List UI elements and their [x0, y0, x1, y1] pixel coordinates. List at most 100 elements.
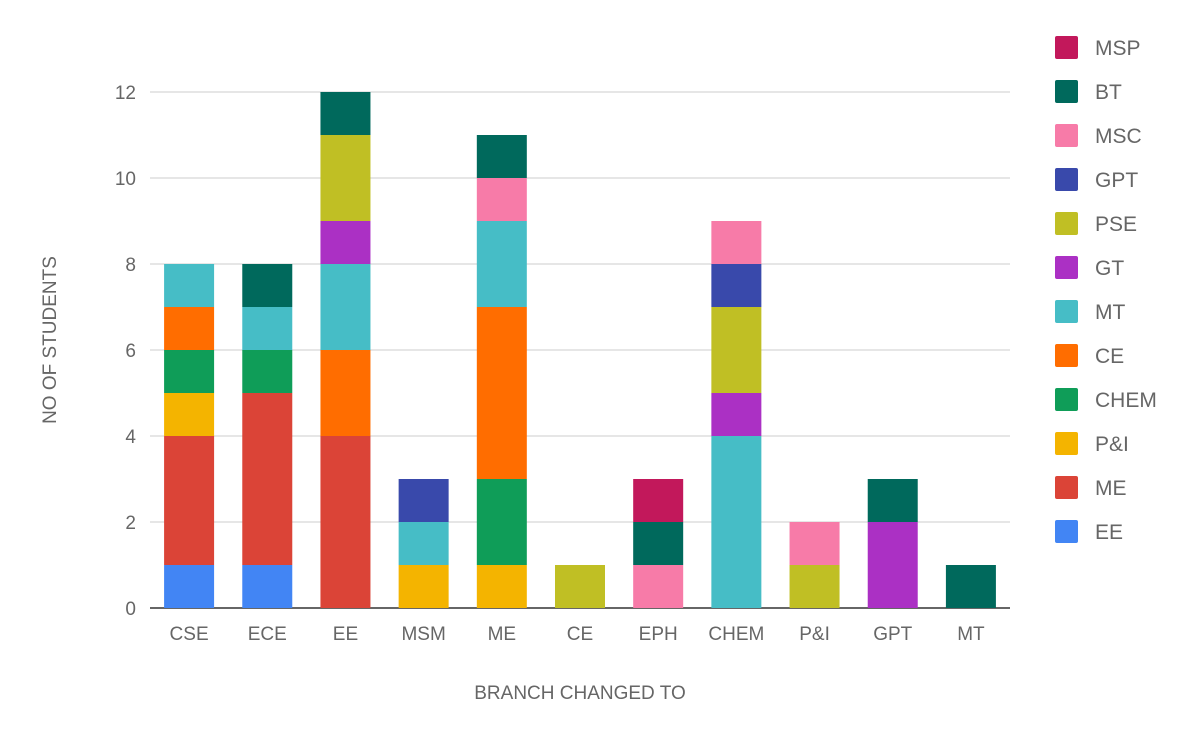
legend-swatch [1055, 36, 1078, 59]
bar-segment-CHEM-MSC [711, 221, 762, 264]
legend-label: CE [1095, 345, 1124, 368]
x-tick-label: GPT [873, 624, 912, 645]
legend-swatch [1055, 344, 1078, 367]
bar-segment-CHEM-PSE [711, 307, 762, 393]
bar-segment-CHEM-GPT [711, 264, 762, 307]
x-tick-label: CSE [170, 624, 209, 645]
bar-segment-P&I-MSC [789, 522, 840, 565]
legend-label: GPT [1095, 169, 1138, 192]
bar-segment-MSM-P&I [398, 565, 449, 608]
bar-segment-CSE-CE [164, 307, 215, 350]
legend-label: P&I [1095, 433, 1129, 456]
gridlines [150, 91, 1010, 609]
bar-segment-ECE-MT [242, 307, 293, 350]
legend-swatch [1055, 300, 1078, 323]
y-tick-labels: 0 2 4 6 8 10 12 [115, 83, 137, 620]
legend-item[interactable]: MSC [1055, 124, 1142, 148]
bar-segment-CSE-CHEM [164, 350, 215, 393]
bar-segment-EE-GT [320, 221, 371, 264]
bar-segment-CSE-ME [164, 436, 215, 565]
legend-label: GT [1095, 257, 1124, 280]
bar-segment-EE-MT [320, 264, 371, 350]
legend-swatch [1055, 124, 1078, 147]
legend-swatch [1055, 432, 1078, 455]
bar-segment-MSM-GPT [398, 479, 449, 522]
legend: MSP BT MSC GPT PSE GT MT CE CHEM P&I ME EE [1055, 36, 1157, 544]
legend-item[interactable]: PSE [1055, 212, 1137, 236]
legend-swatch [1055, 80, 1078, 103]
bar-segment-EPH-MSP [633, 479, 684, 522]
y-tick-label: 2 [125, 513, 136, 534]
legend-label: EE [1095, 521, 1123, 544]
legend-item[interactable]: CHEM [1055, 388, 1157, 412]
y-tick-label: 6 [125, 341, 136, 362]
bar-segment-CHEM-GT [711, 393, 762, 436]
bar-segment-EE-CE [320, 350, 371, 436]
legend-label: MT [1095, 301, 1125, 324]
legend-item[interactable]: BT [1055, 80, 1122, 104]
legend-swatch [1055, 388, 1078, 411]
x-tick-label: EPH [639, 624, 678, 645]
bar-segment-ECE-CHEM [242, 350, 293, 393]
bar-segment-EPH-BT [633, 522, 684, 565]
legend-label: MSP [1095, 37, 1141, 60]
bar-segment-GPT-BT [867, 479, 918, 522]
legend-item[interactable]: MT [1055, 300, 1125, 324]
legend-swatch [1055, 168, 1078, 191]
x-tick-labels: CSE ECE EE MSM ME CE EPH CHEM P&I GPT MT [170, 624, 985, 645]
legend-item[interactable]: CE [1055, 344, 1124, 368]
legend-label: BT [1095, 81, 1122, 104]
bar-segment-ME-CE [476, 307, 527, 479]
bar-segment-ECE-ME [242, 393, 293, 565]
bar-segment-GPT-GT [867, 522, 918, 608]
y-tick-label: 10 [115, 169, 136, 190]
legend-item[interactable]: ME [1055, 476, 1127, 500]
x-tick-label: MT [957, 624, 985, 645]
bar-segment-CHEM-MT [711, 436, 762, 608]
x-tick-label: CHEM [708, 624, 764, 645]
legend-item[interactable]: EE [1055, 520, 1123, 544]
legend-item[interactable]: GT [1055, 256, 1124, 280]
legend-item[interactable]: MSP [1055, 36, 1141, 60]
y-tick-label: 4 [125, 427, 136, 448]
bar-segment-ME-MSC [476, 178, 527, 221]
bar-segment-P&I-PSE [789, 565, 840, 608]
y-axis-label: NO OF STUDENTS [40, 256, 61, 424]
x-tick-label: ME [488, 624, 517, 645]
y-tick-label: 8 [125, 255, 136, 276]
y-tick-label: 12 [115, 83, 136, 104]
legend-swatch [1055, 256, 1078, 279]
legend-label: CHEM [1095, 389, 1157, 412]
bar-segment-ECE-EE [242, 565, 293, 608]
legend-item[interactable]: GPT [1055, 168, 1138, 192]
bars [164, 92, 996, 608]
x-tick-label: MSM [401, 624, 445, 645]
x-tick-label: CE [567, 624, 593, 645]
bar-segment-ECE-BT [242, 264, 293, 307]
bar-segment-EE-PSE [320, 135, 371, 221]
bar-segment-CE-PSE [555, 565, 605, 608]
x-tick-label: EE [333, 624, 358, 645]
legend-label: ME [1095, 477, 1127, 500]
legend-swatch [1055, 476, 1078, 499]
legend-label: MSC [1095, 125, 1142, 148]
bar-segment-CSE-EE [164, 565, 215, 608]
bar-segment-EE-ME [320, 436, 371, 608]
legend-label: PSE [1095, 213, 1137, 236]
x-tick-label: ECE [248, 624, 287, 645]
bar-segment-ME-P&I [476, 565, 527, 608]
bar-segment-ME-CHEM [476, 479, 527, 565]
bar-segment-ME-BT [476, 135, 527, 178]
bar-segment-ME-MT [476, 221, 527, 307]
bar-segment-MT-BT [945, 565, 996, 608]
bar-segment-MSM-MT [398, 522, 449, 565]
x-tick-label: P&I [799, 624, 830, 645]
bar-segment-EPH-MSC [633, 565, 684, 608]
y-tick-label: 0 [125, 599, 136, 620]
bar-segment-CSE-MT [164, 264, 215, 307]
bar-segment-CSE-P&I [164, 393, 215, 436]
bar-segment-EE-BT [320, 92, 371, 135]
legend-swatch [1055, 520, 1078, 543]
legend-item[interactable]: P&I [1055, 432, 1129, 456]
